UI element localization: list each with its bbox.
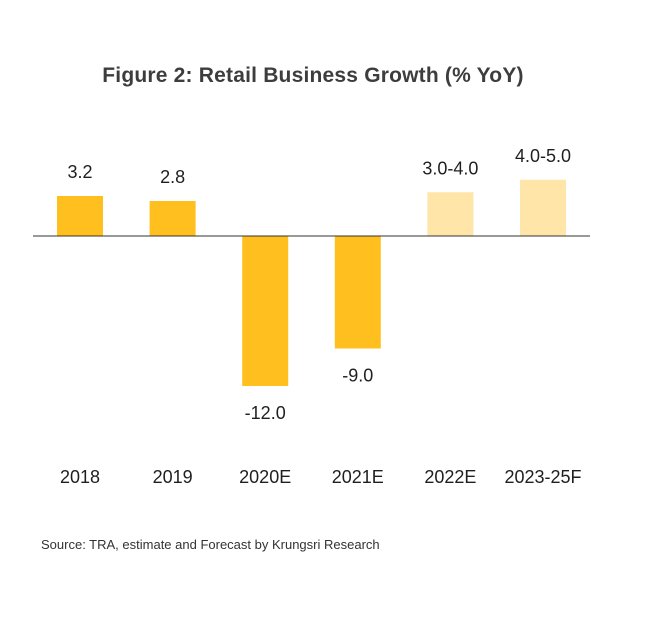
bar-2020E (242, 236, 289, 386)
bar-2022E (427, 192, 474, 236)
source-note: Source: TRA, estimate and Forecast by Kr… (41, 537, 380, 552)
bar-2021E (334, 236, 381, 349)
chart-title: Figure 2: Retail Business Growth (% YoY) (102, 64, 524, 87)
data-label: 2.8 (160, 167, 185, 187)
x-tick-label: 2023-25F (504, 467, 581, 487)
data-label: 3.0-4.0 (422, 158, 478, 178)
bar-2019 (149, 201, 196, 236)
data-label: -12.0 (245, 403, 286, 423)
data-label: -9.0 (342, 366, 373, 386)
x-tick-label: 2018 (60, 467, 100, 487)
data-label: 4.0-5.0 (515, 146, 571, 166)
x-tick-label: 2020E (239, 467, 291, 487)
bar-2023-25F (520, 179, 566, 236)
x-tick-label: 2019 (153, 467, 193, 487)
x-tick-label: 2021E (332, 467, 384, 487)
bar-2018 (57, 196, 103, 236)
data-label: 3.2 (67, 162, 92, 182)
x-tick-label: 2022E (424, 467, 476, 487)
